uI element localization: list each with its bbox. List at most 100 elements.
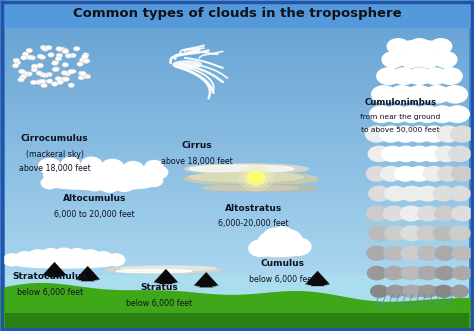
Polygon shape bbox=[194, 272, 219, 286]
Circle shape bbox=[40, 45, 47, 50]
Bar bbox=[5, 228, 469, 232]
Bar bbox=[5, 36, 469, 40]
Circle shape bbox=[30, 80, 37, 85]
Circle shape bbox=[62, 49, 69, 54]
Circle shape bbox=[83, 59, 90, 63]
Ellipse shape bbox=[384, 87, 455, 101]
Text: below 6,000 feet: below 6,000 feet bbox=[126, 299, 192, 308]
Circle shape bbox=[27, 250, 49, 265]
Ellipse shape bbox=[393, 53, 446, 66]
Bar bbox=[5, 321, 469, 324]
Circle shape bbox=[93, 252, 113, 265]
Circle shape bbox=[37, 54, 44, 59]
Circle shape bbox=[403, 285, 420, 297]
Circle shape bbox=[436, 266, 455, 280]
Circle shape bbox=[417, 52, 439, 68]
Circle shape bbox=[437, 126, 459, 142]
Circle shape bbox=[435, 206, 456, 221]
Circle shape bbox=[20, 70, 27, 75]
Circle shape bbox=[394, 126, 417, 142]
Bar bbox=[5, 152, 469, 156]
Bar bbox=[5, 324, 469, 328]
Bar bbox=[5, 258, 469, 261]
Bar bbox=[5, 0, 469, 3]
Circle shape bbox=[12, 64, 19, 68]
Bar bbox=[5, 195, 469, 199]
Ellipse shape bbox=[379, 148, 460, 160]
Circle shape bbox=[238, 166, 274, 191]
Ellipse shape bbox=[116, 269, 192, 273]
Bar bbox=[5, 119, 469, 122]
Bar bbox=[5, 76, 469, 79]
Ellipse shape bbox=[389, 70, 450, 83]
Circle shape bbox=[79, 58, 86, 62]
Circle shape bbox=[400, 106, 424, 122]
Circle shape bbox=[36, 80, 42, 84]
Circle shape bbox=[250, 174, 262, 182]
Bar bbox=[5, 235, 469, 238]
Circle shape bbox=[133, 179, 146, 188]
Circle shape bbox=[97, 256, 109, 265]
Bar bbox=[5, 106, 469, 109]
Ellipse shape bbox=[190, 165, 294, 172]
Bar bbox=[5, 301, 469, 305]
Circle shape bbox=[135, 174, 148, 182]
Circle shape bbox=[423, 68, 447, 84]
Circle shape bbox=[113, 175, 136, 191]
Bar bbox=[5, 281, 469, 285]
Circle shape bbox=[387, 39, 409, 54]
Circle shape bbox=[83, 171, 95, 179]
Bar bbox=[5, 20, 469, 23]
Bar bbox=[5, 142, 469, 146]
Ellipse shape bbox=[377, 268, 462, 278]
Bar bbox=[5, 192, 469, 195]
Bar bbox=[5, 238, 469, 242]
Circle shape bbox=[62, 63, 69, 67]
Circle shape bbox=[401, 226, 422, 241]
Bar bbox=[5, 56, 469, 60]
Polygon shape bbox=[75, 266, 100, 280]
Bar bbox=[5, 40, 469, 43]
Circle shape bbox=[38, 79, 45, 84]
Polygon shape bbox=[199, 281, 213, 287]
Circle shape bbox=[401, 246, 421, 260]
Ellipse shape bbox=[256, 247, 303, 257]
Bar bbox=[5, 199, 469, 202]
Bar bbox=[5, 318, 469, 321]
Circle shape bbox=[97, 168, 117, 183]
Ellipse shape bbox=[398, 40, 441, 52]
Bar bbox=[5, 96, 469, 99]
Bar bbox=[5, 33, 469, 36]
Circle shape bbox=[395, 146, 417, 162]
Circle shape bbox=[31, 64, 38, 69]
Circle shape bbox=[44, 254, 58, 264]
Circle shape bbox=[26, 48, 33, 53]
Circle shape bbox=[401, 206, 421, 221]
Circle shape bbox=[51, 82, 58, 86]
Text: (mackeral sky): (mackeral sky) bbox=[26, 150, 83, 159]
Circle shape bbox=[14, 60, 21, 65]
Circle shape bbox=[59, 47, 66, 52]
Circle shape bbox=[435, 285, 452, 297]
Circle shape bbox=[418, 246, 438, 260]
Ellipse shape bbox=[204, 184, 318, 192]
Bar bbox=[5, 295, 469, 298]
Bar bbox=[5, 271, 469, 275]
Bar bbox=[5, 291, 469, 295]
Bar bbox=[5, 278, 469, 281]
Circle shape bbox=[383, 206, 404, 221]
Bar bbox=[5, 116, 469, 119]
Circle shape bbox=[68, 173, 91, 189]
Circle shape bbox=[65, 170, 79, 180]
Bar bbox=[5, 139, 469, 142]
Bar bbox=[5, 311, 469, 314]
Circle shape bbox=[41, 46, 48, 51]
Ellipse shape bbox=[377, 248, 462, 259]
Circle shape bbox=[452, 246, 472, 260]
Circle shape bbox=[100, 178, 119, 192]
Circle shape bbox=[58, 179, 71, 188]
Circle shape bbox=[62, 157, 80, 170]
Text: Altocumulus: Altocumulus bbox=[63, 194, 127, 203]
Circle shape bbox=[52, 248, 76, 265]
Circle shape bbox=[415, 106, 439, 122]
